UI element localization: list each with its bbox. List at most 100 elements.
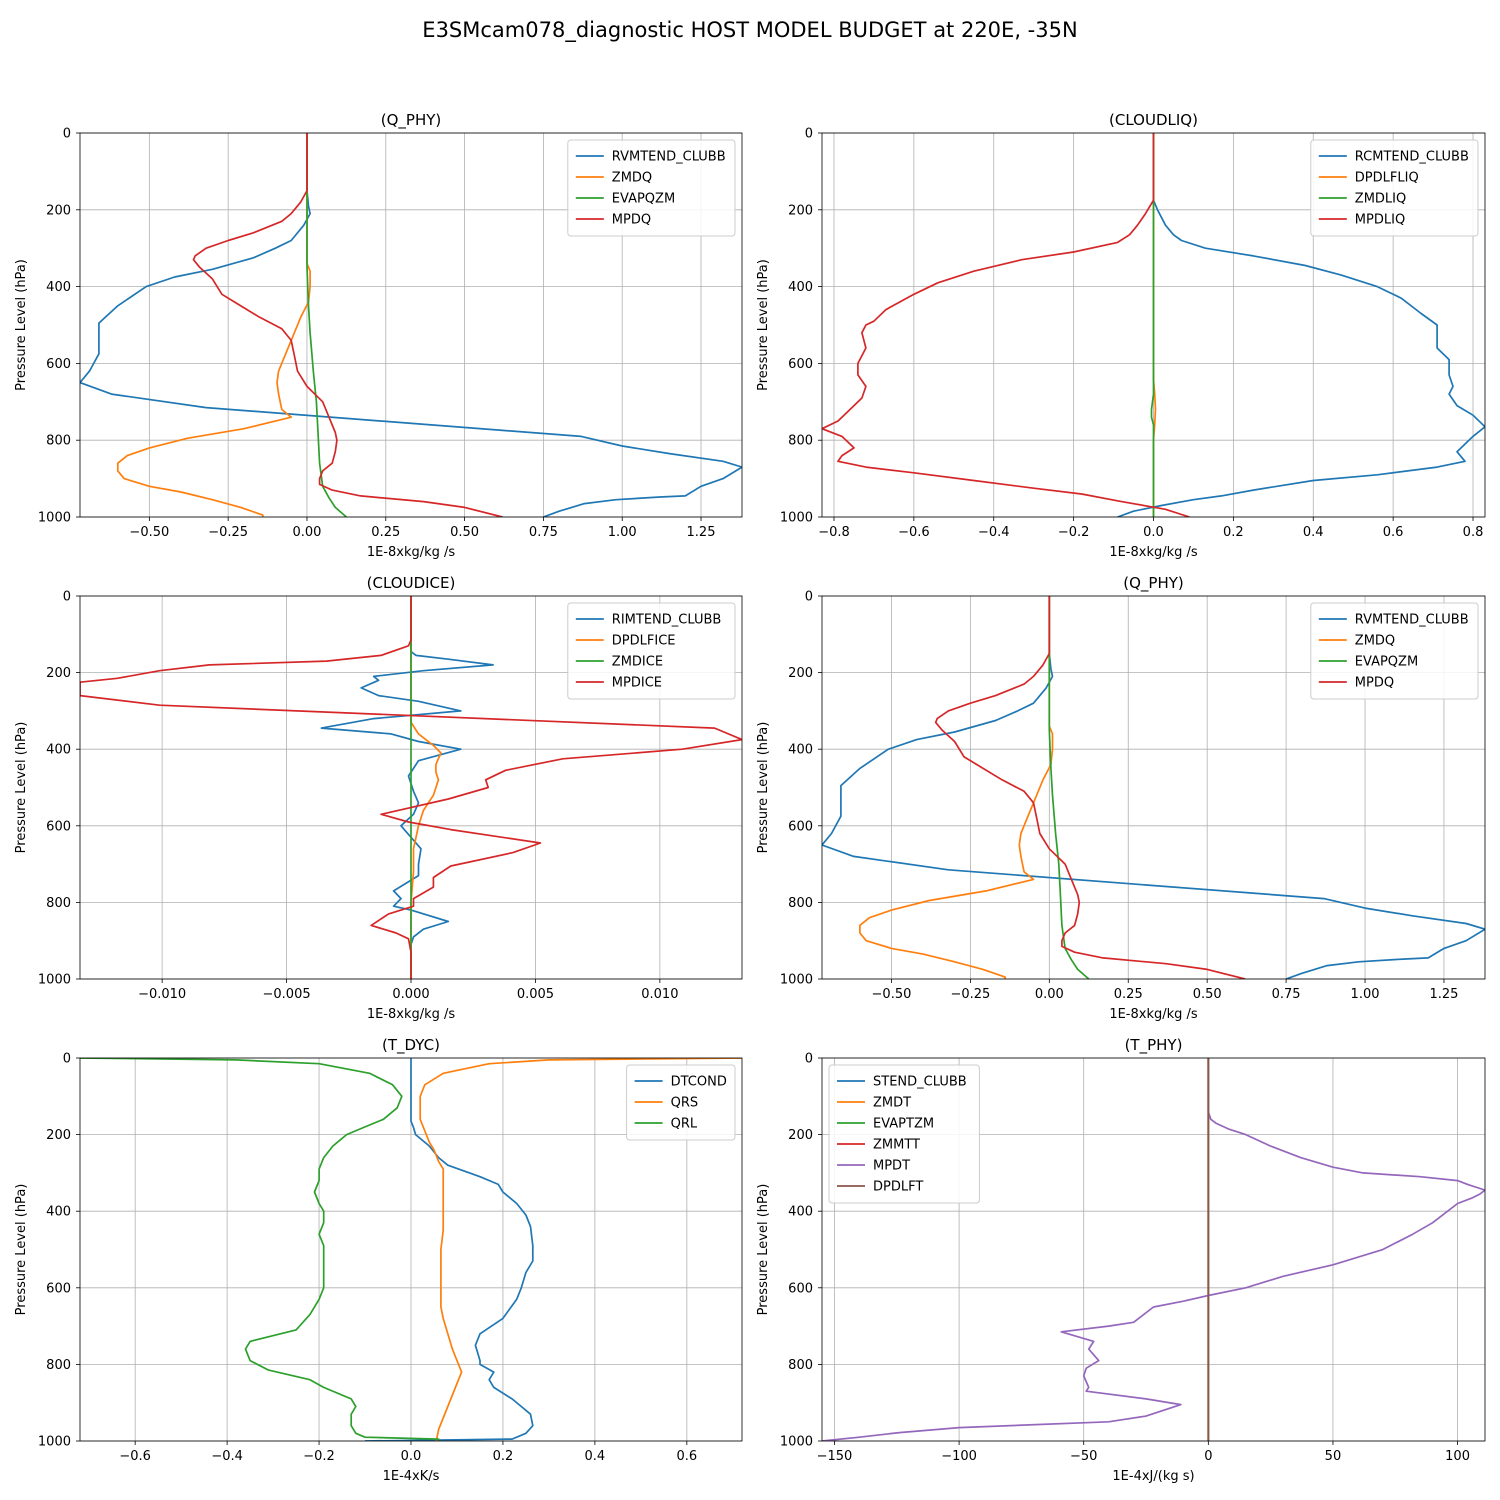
x-tick-label: 0 xyxy=(1204,1449,1212,1464)
panel-title: (Q_PHY) xyxy=(381,111,442,130)
x-axis-label: 1E-8xkg/kg /s xyxy=(367,545,456,560)
series-line-mpdice xyxy=(80,596,742,979)
panel-5: −0.6 −0.4 −0.2 0.0 0.2 0.4 0.6 0 200 400 600 800 100… xyxy=(14,1036,743,1484)
series-line-evapqzm xyxy=(1048,596,1090,979)
legend: RIMTEND_CLUBB DPDLFICE ZMDICE MPDICE xyxy=(567,602,736,700)
x-tick-label: −0.8 xyxy=(818,525,850,540)
y-tick-label: 200 xyxy=(788,1128,813,1143)
y-tick-label: 800 xyxy=(788,1358,813,1373)
legend-label: ZMDT xyxy=(873,1096,911,1111)
panel-6: −150 −100 −50 0 50 10002004006008001000(T_PHY… xyxy=(756,1036,1486,1484)
panel-1: −0.50 −0.25 0.00 0.25 0.50 0.75 1.00 1.25 0 200 40… xyxy=(14,111,743,560)
y-tick-label: 200 xyxy=(788,666,813,681)
x-tick-label: 0.6 xyxy=(1383,525,1404,540)
legend-box xyxy=(1310,139,1479,237)
x-tick-label: −150 xyxy=(817,1449,853,1464)
y-tick-label: 0 xyxy=(63,1052,71,1067)
x-tick-label: 0.50 xyxy=(1193,987,1222,1002)
y-tick-label: 0 xyxy=(805,127,813,142)
panel-title: (CLOUDLIQ) xyxy=(1109,111,1198,129)
x-tick-label: 0.25 xyxy=(371,525,400,540)
x-tick-label: 1.25 xyxy=(687,525,716,540)
legend-label: EVAPQZM xyxy=(1355,655,1418,670)
figure-title: E3SMcam078_diagnostic HOST MODEL BUDGET … xyxy=(422,18,1077,43)
series-line-qrs xyxy=(419,1058,742,1441)
y-tick-label: 1000 xyxy=(780,511,813,526)
x-tick-label: −0.4 xyxy=(978,525,1010,540)
y-tick-label: 1000 xyxy=(780,973,813,988)
series-line-mpdq xyxy=(934,596,1246,979)
series-line-zmdliq xyxy=(1150,133,1155,517)
y-tick-label: 400 xyxy=(788,280,813,295)
x-tick-label: 50 xyxy=(1325,1449,1342,1464)
legend-label: ZMDQ xyxy=(1355,634,1395,649)
series-line-dpdlfice xyxy=(410,596,442,979)
plot-frame xyxy=(821,1057,1486,1442)
y-tick-label: 0 xyxy=(63,590,71,605)
legend-label: MPDLIQ xyxy=(1355,213,1405,228)
x-axis-label: 1E-4xJ/(kg s) xyxy=(1112,1469,1194,1484)
series-line-rimtend-clubb xyxy=(320,596,494,979)
x-tick-label: −0.010 xyxy=(138,987,186,1002)
x-tick-label: 1.00 xyxy=(608,525,637,540)
y-tick-label: 0 xyxy=(805,1052,813,1067)
panel-title: (Q_PHY) xyxy=(1123,574,1184,593)
panel-title: (T_DYC) xyxy=(382,1036,440,1055)
legend: STEND_CLUBB ZMDT EVAPTZM ZMMTT MPDT DPDLFT xyxy=(828,1064,980,1204)
y-tick-label: 400 xyxy=(46,743,71,758)
x-tick-label: 0.2 xyxy=(1223,525,1244,540)
series-line-zmdq xyxy=(859,596,1054,979)
panel-title: (CLOUDICE) xyxy=(367,574,456,592)
x-tick-label: −0.50 xyxy=(129,525,169,540)
x-axis-label: 1E-8xkg/kg /s xyxy=(1109,1007,1198,1022)
legend: RVMTEND_CLUBB ZMDQ EVAPQZM MPDQ xyxy=(1310,602,1479,700)
y-tick-label: 200 xyxy=(46,1128,71,1143)
legend: RVMTEND_CLUBB ZMDQ EVAPQZM MPDQ xyxy=(567,139,736,237)
y-tick-label: 600 xyxy=(46,819,71,834)
x-tick-label: 0.010 xyxy=(641,987,678,1002)
legend-label: ZMMTT xyxy=(873,1138,920,1153)
x-tick-label: 0.75 xyxy=(1272,987,1301,1002)
y-tick-label: 1000 xyxy=(38,511,71,526)
x-tick-label: −0.005 xyxy=(263,987,311,1002)
x-tick-label: 0.000 xyxy=(392,987,429,1002)
x-tick-label: 0.4 xyxy=(1303,525,1324,540)
y-tick-label: 0 xyxy=(63,127,71,142)
legend-label: DPDLFICE xyxy=(612,634,676,649)
x-tick-label: −0.2 xyxy=(303,1449,335,1464)
y-tick-label: 800 xyxy=(46,434,71,449)
legend-label: DTCOND xyxy=(671,1075,727,1090)
x-tick-label: −0.6 xyxy=(119,1449,151,1464)
x-tick-label: 0.75 xyxy=(529,525,558,540)
series-line-evapqzm xyxy=(306,133,347,517)
x-tick-label: 0.50 xyxy=(450,525,479,540)
series-line-dtcond xyxy=(364,1058,534,1441)
panel-title: (T_PHY) xyxy=(1125,1036,1183,1055)
series-line-mpdt xyxy=(822,1058,1485,1441)
y-tick-label: 800 xyxy=(788,434,813,449)
y-tick-label: 600 xyxy=(788,1281,813,1296)
x-tick-label: 0.0 xyxy=(1143,525,1164,540)
y-axis-label: Pressure Level (hPa) xyxy=(756,1184,771,1316)
x-axis-label: 1E-8xkg/kg /s xyxy=(367,1007,456,1022)
x-tick-label: 0.00 xyxy=(1035,987,1064,1002)
y-tick-label: 1000 xyxy=(780,1435,813,1450)
y-tick-label: 200 xyxy=(788,203,813,218)
x-axis-label: 1E-8xkg/kg /s xyxy=(1109,545,1198,560)
legend-label: MPDICE xyxy=(612,676,662,691)
legend-label: EVAPTZM xyxy=(873,1117,934,1132)
panel-2: −0.8 −0.6 −0.4 −0.2 0.0 0.2 0.4 0.6 0.8 0 200 400 60… xyxy=(756,111,1486,560)
y-axis-label: Pressure Level (hPa) xyxy=(756,722,771,854)
legend-box xyxy=(567,139,736,237)
legend-box xyxy=(1310,602,1479,700)
legend: RCMTEND_CLUBB DPDLFLIQ ZMDLIQ MPDLIQ xyxy=(1310,139,1479,237)
x-tick-label: 0.8 xyxy=(1463,525,1484,540)
panel-4: −0.50 −0.25 0.00 0.25 0.50 0.75 1.00 1.25 0 200 40… xyxy=(756,574,1486,1022)
y-tick-label: 600 xyxy=(46,1281,71,1296)
legend-label: MPDQ xyxy=(612,213,651,228)
series-line-rvmtend-clubb xyxy=(80,133,742,517)
y-tick-label: 600 xyxy=(788,819,813,834)
y-tick-label: 400 xyxy=(788,743,813,758)
x-tick-label: 0.2 xyxy=(493,1449,514,1464)
y-axis-label: Pressure Level (hPa) xyxy=(14,722,29,854)
